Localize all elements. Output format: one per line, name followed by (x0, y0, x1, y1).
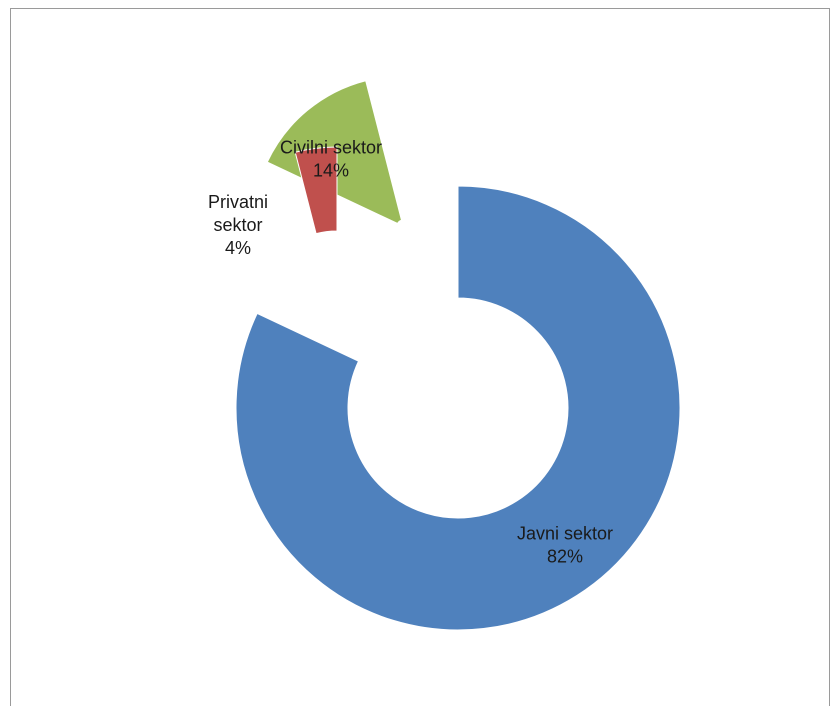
label-javni-sektor-line: 82% (547, 546, 583, 566)
label-privatni-sektor-line: sektor (213, 215, 262, 235)
slice-javni-sektor (235, 185, 681, 631)
label-privatni-sektor-line: 4% (225, 238, 251, 258)
label-privatni-sektor-line: Privatni (208, 192, 268, 212)
label-privatni-sektor: Privatni sektor 4% (208, 192, 268, 258)
chart-labels: Javni sektor 82% Civilni sektor 14% Privatni… (208, 137, 613, 566)
label-civilni-sektor-line: 14% (313, 160, 349, 180)
label-civilni-sektor: Civilni sektor 14% (280, 137, 382, 180)
label-javni-sektor-line: Javni sektor (517, 523, 613, 543)
label-javni-sektor: Javni sektor 82% (517, 523, 613, 566)
label-civilni-sektor-line: Civilni sektor (280, 137, 382, 157)
slice-privatni-sektor (294, 146, 338, 235)
chart-slices (235, 80, 681, 631)
